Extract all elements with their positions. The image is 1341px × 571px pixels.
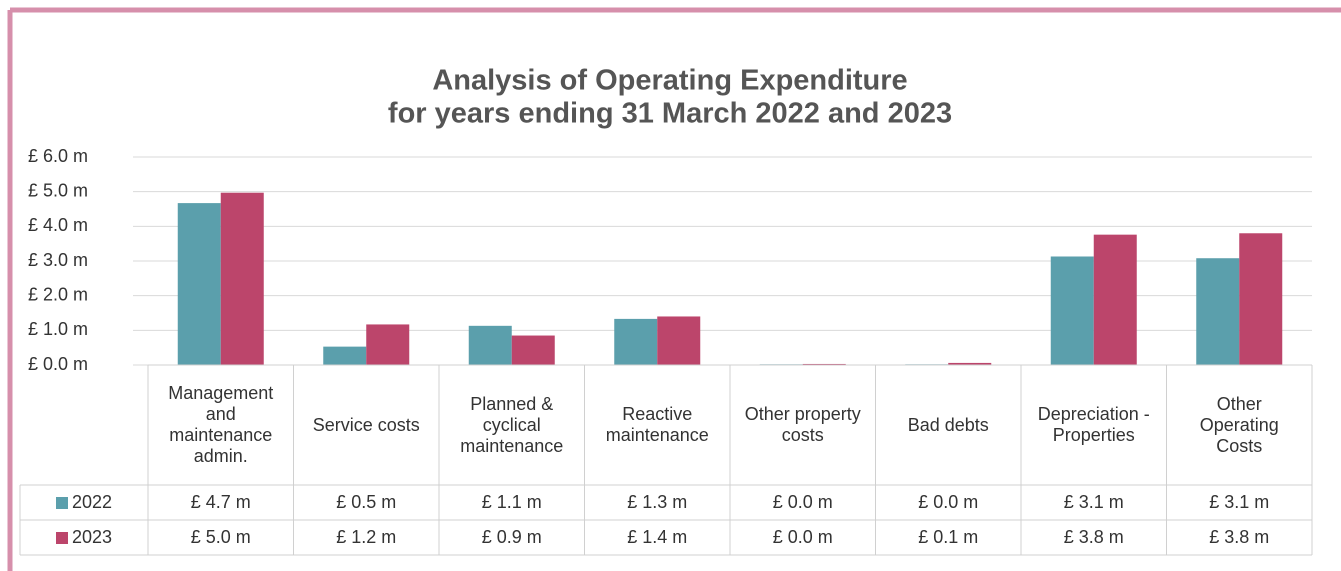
y-tick-label: £ 3.0 m [28, 250, 88, 270]
value-label: £ 0.9 m [481, 527, 542, 547]
y-tick-label: £ 2.0 m [28, 284, 88, 304]
legend-swatch [55, 531, 68, 544]
value-label: £ 1.3 m [627, 492, 688, 512]
bar [802, 363, 846, 365]
value-label: £ 0.0 m [772, 527, 833, 547]
bar [614, 318, 658, 365]
value-label: £ 0.0 m [918, 492, 979, 512]
value-label: £ 4.7 m [190, 492, 251, 512]
value-label: £ 3.1 m [1063, 492, 1124, 512]
value-label: £ 3.1 m [1209, 492, 1270, 512]
bar [323, 346, 367, 365]
category-label: Service costs [312, 414, 420, 435]
chart-subtitle: for years ending 31 March 2022 and 2023 [388, 98, 952, 130]
category-label: Depreciation - Properties [1037, 404, 1150, 445]
bar [511, 335, 555, 365]
value-label: £ 1.4 m [627, 527, 688, 547]
y-tick-label: £ 0.0 m [28, 354, 88, 374]
value-label: £ 0.5 m [336, 492, 397, 512]
bar [177, 203, 221, 365]
legend-swatch [55, 496, 68, 509]
y-tick-label: £ 4.0 m [28, 215, 88, 235]
y-tick-label: £ 5.0 m [28, 180, 88, 200]
category-label: Other Operating Costs [1199, 393, 1279, 456]
chart-title: Analysis of Operating Expenditure [432, 65, 907, 97]
category-label: Reactive maintenance [605, 404, 709, 445]
bar [366, 324, 410, 365]
value-label: £ 0.0 m [772, 492, 833, 512]
category-label: Planned & cyclical maintenance [460, 393, 564, 456]
value-label: £ 5.0 m [190, 527, 251, 547]
legend-entry: 2023 [20, 520, 148, 555]
legend-label: 2023 [71, 527, 113, 547]
value-label: £ 1.1 m [481, 492, 542, 512]
y-tick-label: £ 6.0 m [28, 146, 88, 166]
bar [657, 316, 701, 365]
bar [948, 362, 992, 365]
bar [220, 192, 264, 365]
value-label: £ 0.1 m [918, 527, 979, 547]
legend-label: 2022 [71, 492, 113, 512]
bar [1050, 256, 1094, 365]
value-label: £ 3.8 m [1063, 527, 1124, 547]
category-label: Bad debts [907, 414, 989, 435]
y-tick-label: £ 1.0 m [28, 319, 88, 339]
bar [1093, 234, 1137, 365]
bar [1239, 233, 1283, 365]
legend-entry: 2022 [20, 485, 148, 520]
category-label: Other property costs [744, 404, 861, 445]
category-label: Management and maintenance admin. [168, 383, 274, 466]
bar [1196, 258, 1240, 365]
value-label: £ 1.2 m [336, 527, 397, 547]
bar [468, 325, 512, 365]
value-label: £ 3.8 m [1209, 527, 1270, 547]
